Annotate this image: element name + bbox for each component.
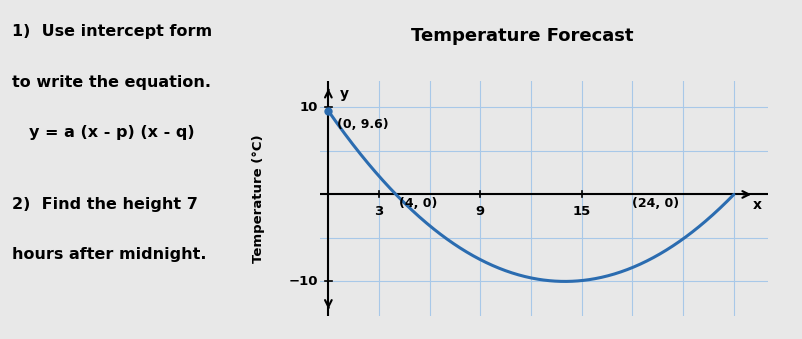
Text: to write the equation.: to write the equation. (12, 75, 211, 89)
Text: (0, 9.6): (0, 9.6) (336, 118, 388, 131)
Text: y: y (340, 87, 349, 101)
Text: 2)  Find the height 7: 2) Find the height 7 (12, 197, 197, 212)
Text: hours after midnight.: hours after midnight. (12, 247, 206, 262)
Text: 10: 10 (299, 101, 318, 114)
Text: y = a (x - p) (x - q): y = a (x - p) (x - q) (29, 125, 194, 140)
Text: (4, 0): (4, 0) (399, 198, 437, 211)
Text: 3: 3 (374, 205, 383, 218)
Text: x: x (752, 198, 761, 212)
Text: Temperature Forecast: Temperature Forecast (410, 27, 633, 45)
Text: 15: 15 (572, 205, 590, 218)
Text: 1)  Use intercept form: 1) Use intercept form (12, 24, 212, 39)
Text: (24, 0): (24, 0) (632, 198, 678, 211)
Text: Temperature (°C): Temperature (°C) (252, 135, 265, 263)
Text: −10: −10 (289, 275, 318, 288)
Text: 9: 9 (476, 205, 484, 218)
